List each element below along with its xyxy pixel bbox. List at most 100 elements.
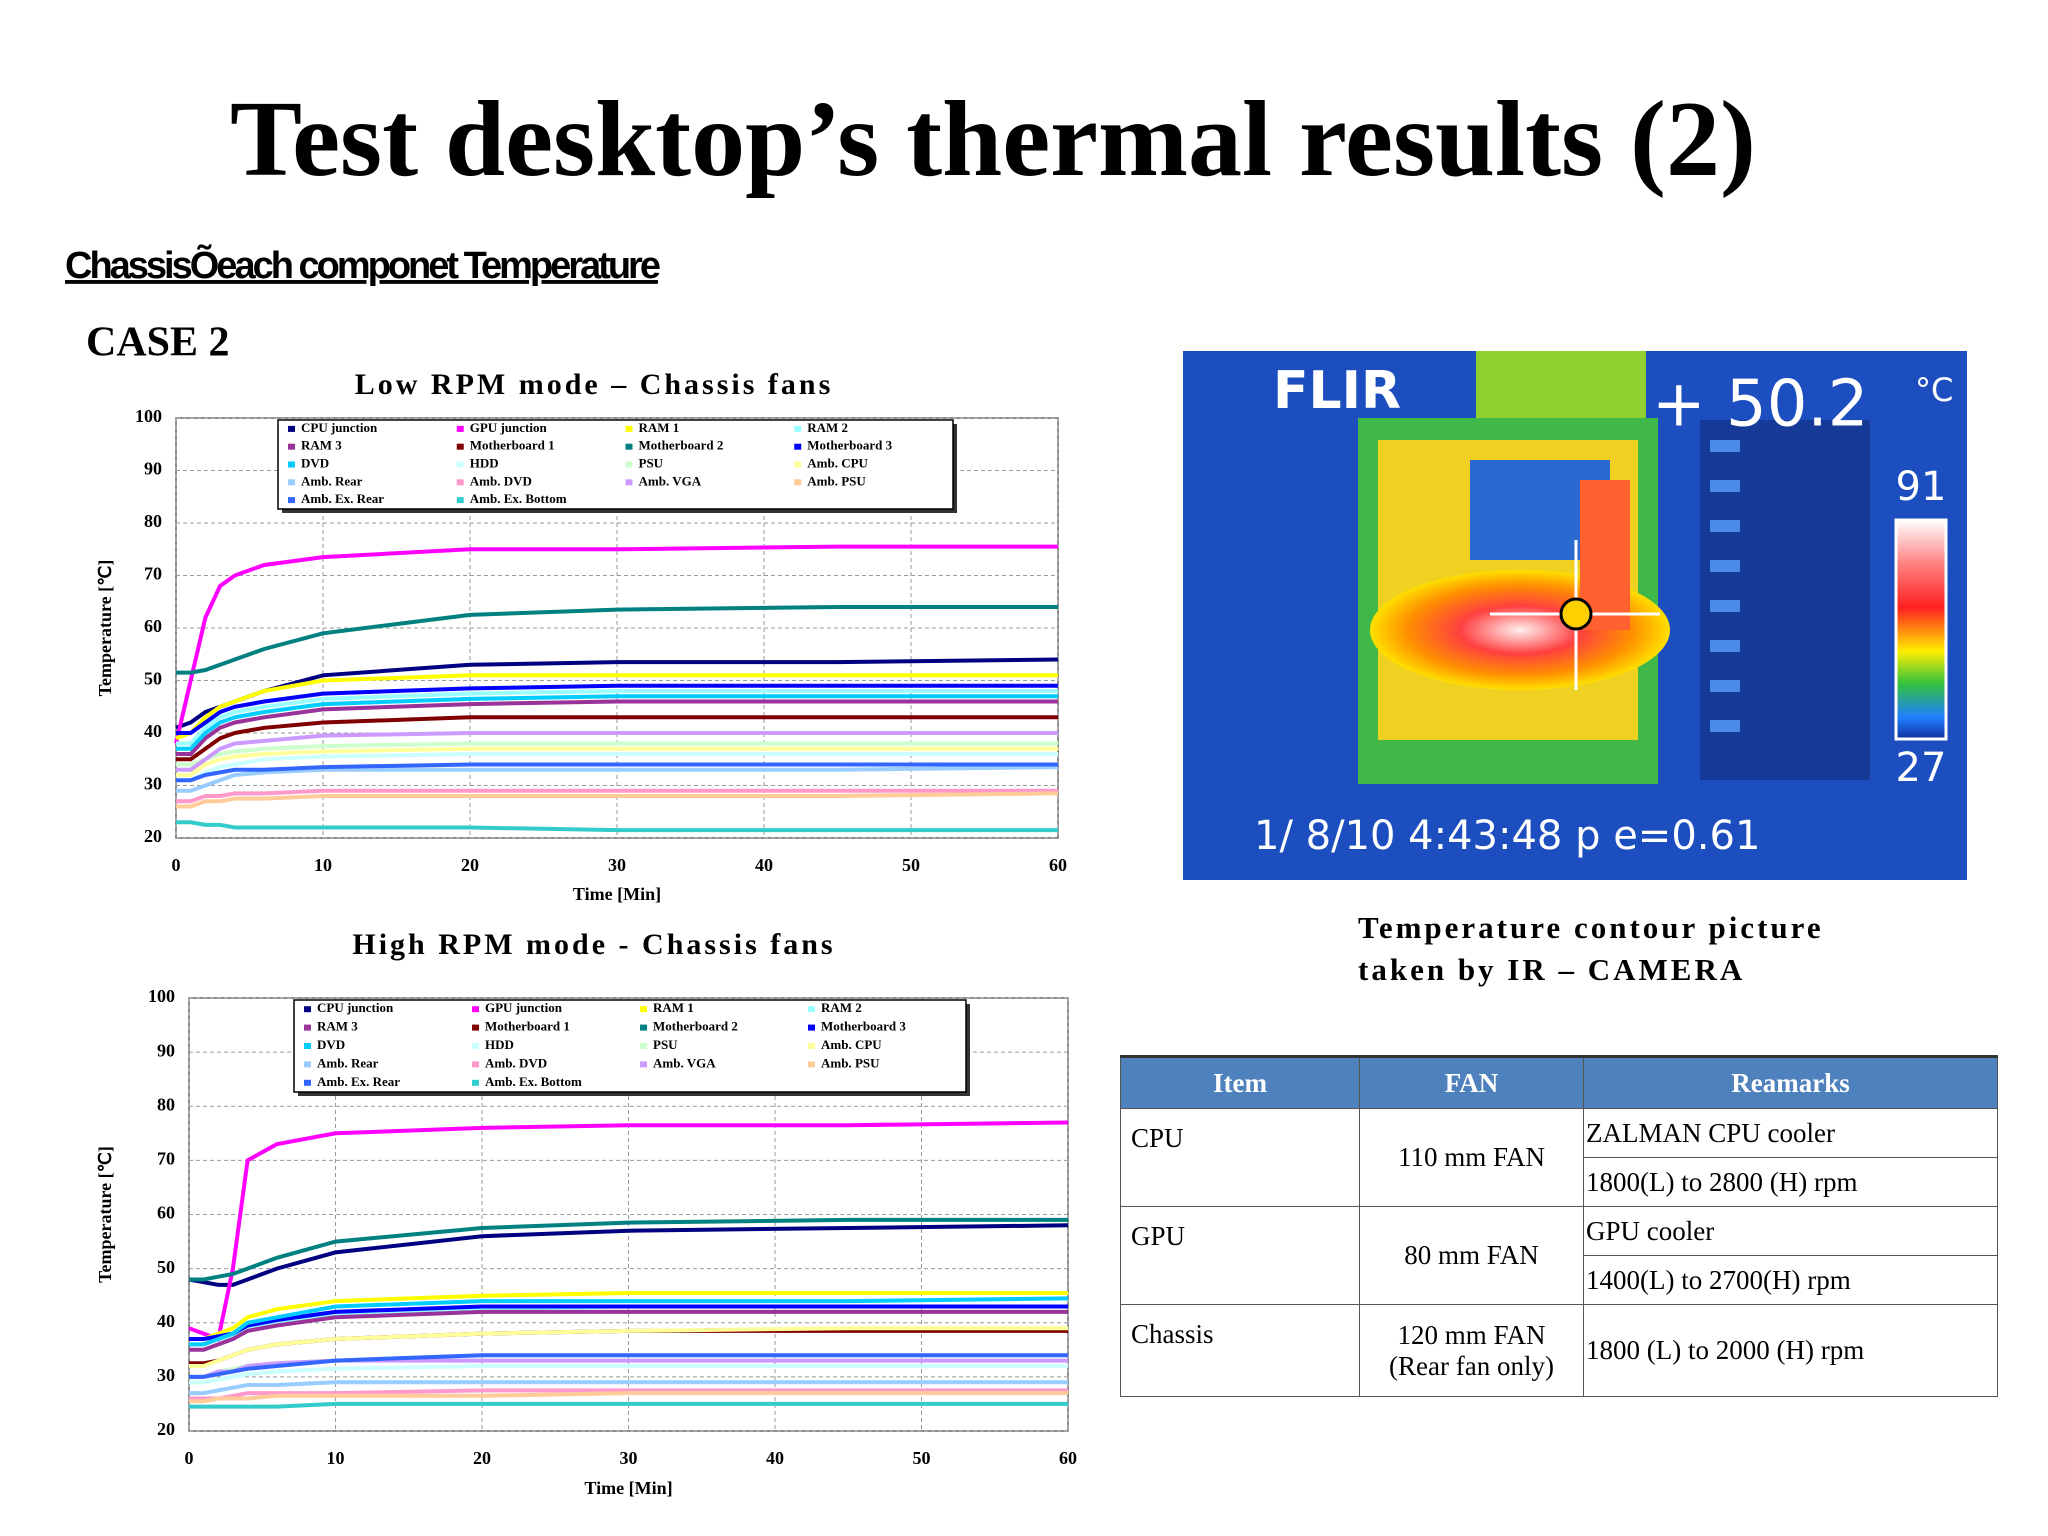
legend-marker	[640, 1006, 647, 1013]
legend-marker	[625, 461, 633, 468]
chart-title: Low RPM mode – Chassis fans	[355, 368, 834, 401]
legend-label: Amb. PSU	[807, 473, 866, 488]
x-tick-label: 40	[766, 1448, 784, 1468]
legend-marker	[794, 479, 802, 486]
legend-label: RAM 2	[807, 420, 848, 435]
series-line	[176, 689, 1058, 746]
series-line	[176, 820, 1058, 833]
series-line	[189, 1364, 1068, 1385]
legend-marker	[808, 1006, 815, 1013]
legend-label: Amb. CPU	[807, 455, 868, 470]
table-row: GPU 80 mm FAN GPU cooler	[1120, 1206, 1998, 1305]
y-tick-label: 60	[157, 1203, 175, 1223]
legend-label: DVD	[301, 455, 329, 470]
legend-label: HDD	[470, 455, 499, 470]
legend-label: RAM 3	[317, 1019, 358, 1034]
x-tick-label: 50	[902, 855, 920, 875]
case-label: CASE 2	[86, 320, 230, 366]
legend-label: Amb. CPU	[821, 1037, 882, 1052]
table-row: 1400(L) to 2700(H) rpm	[1121, 1255, 1998, 1305]
series-line	[189, 1304, 1068, 1341]
legend-label: HDD	[485, 1037, 514, 1052]
fan-cell: 110 mm FAN	[1359, 1108, 1584, 1207]
legend-box	[293, 999, 967, 1093]
series-line	[176, 762, 1058, 783]
legend-label: RAM 1	[639, 420, 680, 435]
x-tick-label: 30	[608, 855, 626, 875]
series-line	[175, 673, 1058, 741]
y-tick-label: 100	[135, 406, 162, 426]
remark-cell: 1400(L) to 2700(H) rpm	[1583, 1255, 1998, 1305]
x-tick-label: 60	[1059, 1448, 1077, 1468]
x-tick-label: 10	[327, 1448, 345, 1468]
ir-slots	[1710, 440, 1740, 732]
header-cell: Reamarks	[1583, 1056, 1998, 1109]
chart: Low RPM mode – Chassis fans 20 30 40 50 60 70 8…	[95, 368, 1067, 904]
series-line	[189, 1309, 1068, 1352]
legend-label: Amb. Ex. Rear	[317, 1074, 400, 1089]
legend-marker	[625, 479, 633, 486]
chart-title: High RPM mode - Chassis fans	[352, 928, 835, 961]
table-row: 1800(L) to 2800 (H) rpm	[1121, 1157, 1998, 1207]
legend-marker	[304, 1079, 311, 1086]
y-tick-label: 60	[144, 616, 162, 636]
legend-marker	[456, 425, 464, 432]
legend-box	[277, 419, 954, 510]
legend-label: Amb. DVD	[485, 1055, 547, 1070]
legend-label: RAM 2	[821, 1000, 862, 1015]
legend-marker	[472, 1024, 479, 1031]
legend-marker	[794, 461, 802, 468]
series-line	[176, 715, 1058, 762]
x-tick-label: 60	[1049, 855, 1067, 875]
legend-marker	[640, 1043, 647, 1049]
legend-marker	[288, 497, 295, 504]
caption-line: taken by IR – CAMERA	[1358, 952, 1745, 987]
fan-cell: 80 mm FAN	[1359, 1206, 1584, 1305]
ir-image: FLIR + 50.2 °C 91 27 1/ 8/10 4:43:48 p e…	[1183, 351, 1967, 880]
x-axis-label: Time [Min]	[584, 1478, 672, 1498]
ir-colorbar	[1894, 518, 1948, 741]
legend-marker	[456, 461, 464, 468]
legend-marker	[808, 1024, 815, 1031]
legend-label: GPU junction	[485, 1000, 563, 1015]
header-cell: Item	[1120, 1056, 1360, 1109]
legend-marker	[640, 1024, 647, 1031]
legend-marker	[640, 1061, 647, 1068]
y-tick-label: 50	[157, 1257, 175, 1277]
legend-label: GPU junction	[470, 420, 548, 435]
legend-label: PSU	[639, 455, 664, 470]
legend-label: Motherboard 2	[639, 438, 724, 453]
ir-timestamp: 1/ 8/10 4:43:48 p e=0.61	[1254, 813, 1760, 859]
item-cell: CPU	[1120, 1108, 1360, 1207]
table-header: Item FAN Reamarks	[1120, 1056, 1998, 1109]
legend-label: Amb. Ex. Bottom	[485, 1074, 582, 1089]
legend-marker	[304, 1006, 311, 1013]
x-tick-label: 20	[473, 1448, 491, 1468]
y-tick-label: 100	[148, 986, 175, 1006]
legend-label: CPU junction	[301, 420, 378, 435]
legend-marker	[304, 1024, 311, 1031]
legend-label: RAM 1	[653, 1000, 694, 1015]
ir-scale-max: 91	[1896, 464, 1947, 510]
y-tick-label: 40	[144, 721, 162, 741]
legend-marker	[794, 443, 802, 450]
table-row: Chassis 120 mm FAN (Rear fan only) 1800 …	[1120, 1304, 1998, 1397]
x-tick-label: 40	[755, 855, 773, 875]
legend-marker	[456, 479, 464, 486]
legend-marker	[472, 1079, 479, 1086]
y-tick-label: 80	[144, 511, 162, 531]
legend-label: Motherboard 1	[485, 1019, 570, 1034]
legend-marker	[808, 1061, 815, 1068]
ir-unit: °C	[1915, 371, 1953, 409]
y-tick-label: 20	[144, 826, 162, 846]
series-line	[189, 1326, 1068, 1368]
y-tick-label: 30	[144, 774, 162, 794]
x-tick-label: 0	[172, 855, 181, 875]
legend-label: Amb. Rear	[301, 473, 363, 488]
legend-marker	[288, 443, 295, 450]
legend-label: Amb. DVD	[470, 473, 532, 488]
y-tick-label: 70	[157, 1149, 175, 1169]
fan-table: Item FAN Reamarks CPU 110 mm FAN ZALMAN …	[1120, 1055, 1998, 1397]
legend-label: DVD	[317, 1037, 345, 1052]
